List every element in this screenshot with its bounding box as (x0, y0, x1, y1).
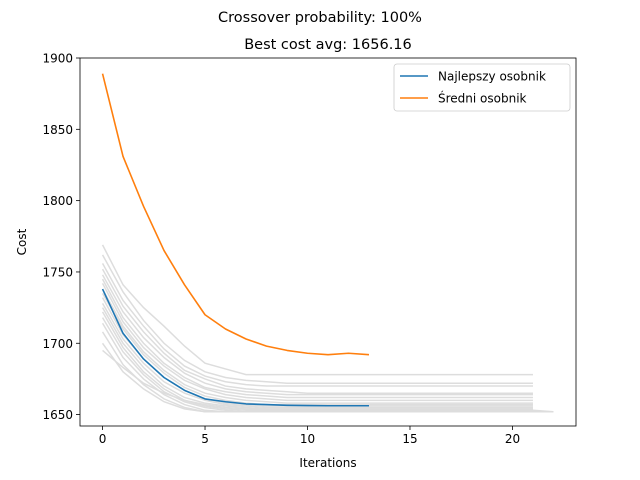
background-run-line (102, 349, 533, 410)
x-tick-label: 20 (505, 432, 520, 446)
background-run-line (101, 302, 533, 409)
background-run-line (101, 288, 533, 404)
background-run-line (101, 342, 513, 413)
background-run-line (101, 278, 533, 399)
series-layer (101, 73, 370, 407)
x-tick-label: 10 (300, 432, 315, 446)
background-run-line (101, 254, 533, 384)
x-axis: 0 5 10 15 20 (99, 426, 520, 446)
x-tick-label: 5 (201, 432, 209, 446)
y-tick-label: 1650 (42, 408, 73, 422)
plot-title: Best cost avg: 1656.16 (244, 37, 412, 53)
background-run-line (101, 311, 554, 413)
background-run-line (101, 244, 533, 376)
x-axis-label: Iterations (299, 456, 356, 470)
y-tick-label: 1900 (42, 52, 73, 66)
background-run-line (101, 263, 533, 387)
legend: Najlepszy osobnik Średni osobnik (393, 63, 571, 112)
legend-label-avg: Średni osobnik (438, 91, 527, 106)
y-tick-label: 1700 (42, 337, 73, 351)
plot-frame (79, 57, 577, 427)
x-tick-label: 15 (402, 432, 417, 446)
series-line-best (101, 288, 369, 407)
legend-label-best: Najlepszy osobnik (438, 70, 546, 84)
background-run-line (101, 283, 533, 402)
y-tick-label: 1850 (42, 123, 73, 137)
y-axis: 1650 1700 1750 1800 1850 1900 (42, 52, 80, 422)
legend-box (393, 63, 571, 112)
series-line-avg (101, 73, 370, 356)
y-axis-label: Cost (15, 228, 29, 255)
figure-suptitle: Crossover probability: 100% (218, 10, 422, 26)
background-run-line (101, 274, 533, 396)
y-tick-label: 1800 (42, 194, 73, 208)
background-run-line (101, 268, 533, 394)
x-tick-label: 0 (99, 432, 107, 446)
y-tick-label: 1750 (42, 265, 73, 279)
background-run-line (101, 292, 533, 406)
